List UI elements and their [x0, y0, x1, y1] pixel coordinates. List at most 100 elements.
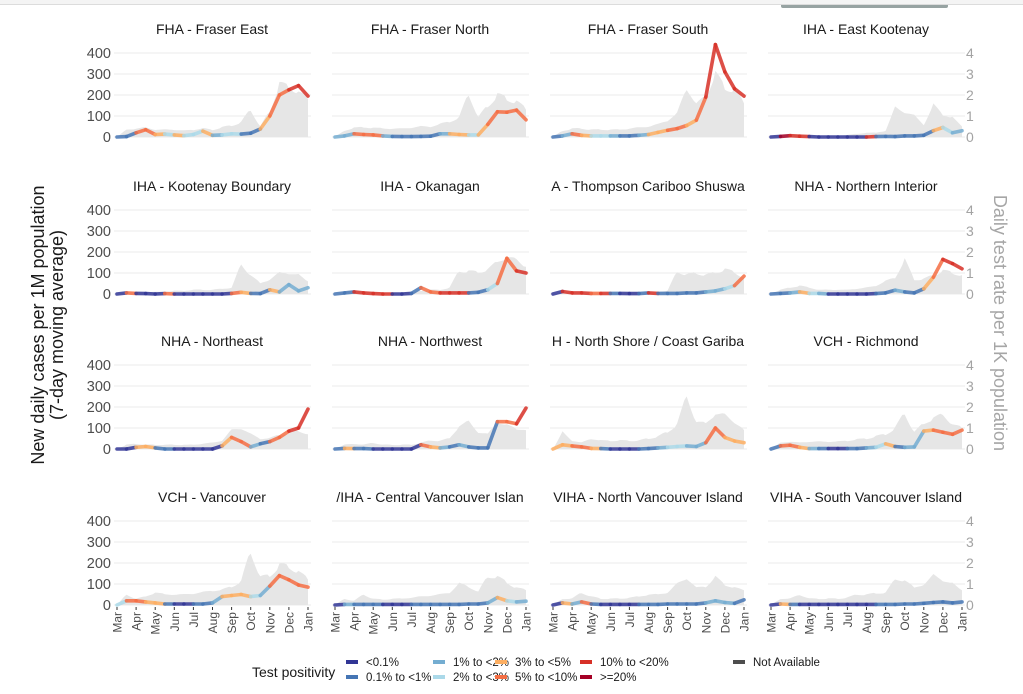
- case-line-segment: [258, 584, 272, 598]
- facet-title: /IHA - Central Vancouver Islan: [336, 489, 523, 505]
- case-line-segment: [485, 281, 500, 292]
- y-tick-label: 400: [87, 203, 111, 219]
- case-line-segment: [713, 426, 727, 440]
- legend-item: 5% to <10%: [495, 671, 577, 685]
- x-tick-label: Jul: [187, 612, 201, 627]
- facet-panel: NHA - Northwest: [332, 333, 529, 451]
- case-line-segment: [210, 594, 224, 605]
- y-tick-label: 0: [103, 287, 111, 303]
- legend-swatch: [580, 659, 592, 664]
- y-tick-label: 400: [87, 358, 111, 374]
- y2-tick-label: 1: [966, 265, 974, 281]
- x-tick-label: Oct: [462, 611, 476, 630]
- case-line-segment: [950, 261, 964, 271]
- x-tick-label: May: [585, 612, 599, 635]
- case-line-segment: [912, 429, 926, 449]
- y2-tick-label: 1: [966, 420, 974, 436]
- case-line-segment: [296, 83, 310, 98]
- facet-panel: VCH - Vancouver 0 100 200 300 400 Mar Apr May Jun…: [87, 489, 316, 635]
- case-line-segment: [258, 114, 272, 131]
- x-tick-label: Dec: [718, 612, 732, 633]
- y2-tick-label: 4: [966, 45, 974, 61]
- y2-tick-label: 2: [966, 555, 974, 571]
- x-tick-label: Dec: [500, 612, 514, 633]
- x-tick-label: Oct: [898, 611, 912, 630]
- facet-title: VCH - Vancouver: [158, 489, 266, 505]
- case-line-segment: [239, 439, 253, 449]
- case-line-segment: [950, 428, 964, 437]
- case-line-segment: [296, 407, 310, 430]
- y-tick-label: 0: [103, 130, 111, 146]
- case-line-segment: [732, 439, 746, 445]
- x-tick-label: Sep: [443, 612, 457, 634]
- test-rate-area: [335, 93, 526, 137]
- x-tick-label: Aug: [860, 612, 874, 633]
- legend-item: 2% to <3%: [433, 671, 509, 685]
- x-tick-label: Mar: [765, 612, 779, 633]
- facet-title: NHA - Northwest: [378, 333, 482, 349]
- facet-title: IHA - East Kootenay: [803, 21, 929, 37]
- case-line-segment: [485, 110, 500, 127]
- case-line-segment: [296, 583, 310, 589]
- x-tick-label: Jun: [168, 612, 182, 631]
- y2-tick-label: 0: [966, 286, 974, 302]
- y-tick-label: 300: [87, 224, 111, 240]
- y2-tick-label: 0: [966, 597, 974, 613]
- facet-panel: FHA - Fraser South: [550, 21, 747, 139]
- case-line-segment: [703, 42, 718, 99]
- legend-item: 10% to <20%: [580, 656, 669, 670]
- facet-title: NHA - Northeast: [161, 333, 263, 349]
- legend-swatch: [433, 674, 445, 679]
- facet-panel: IHA - East Kootenay 0 1 2 3 4: [768, 21, 974, 145]
- case-line-segment: [514, 406, 528, 426]
- y-tick-label: 100: [87, 266, 111, 282]
- y-tick-label: 200: [87, 400, 111, 416]
- test-rate-area: [335, 576, 526, 605]
- test-rate-area: [117, 553, 308, 605]
- facet-panel: H - North Shore / Coast Gariba: [550, 333, 747, 451]
- y-axis-title-line1: New daily cases per 1M population: [28, 185, 48, 464]
- x-tick-label: Jan: [738, 612, 752, 631]
- y-tick-label: 200: [87, 556, 111, 572]
- legend-label: 1% to <2%: [453, 657, 509, 669]
- x-tick-label: May: [367, 612, 381, 635]
- x-tick-label: Aug: [642, 612, 656, 633]
- facet-title: FHA - Fraser South: [588, 21, 709, 37]
- y-tick-label: 300: [87, 67, 111, 83]
- x-tick-label: Jun: [822, 612, 836, 631]
- y2-tick-label: 0: [966, 129, 974, 145]
- case-line-segment: [476, 122, 490, 137]
- test-rate-area: [771, 258, 962, 294]
- y2-tick-label: 3: [966, 223, 974, 239]
- y-tick-label: 200: [87, 88, 111, 104]
- x-tick-label: Jan: [956, 612, 970, 631]
- case-line-segment: [220, 435, 234, 448]
- x-tick-label: Apr: [348, 612, 362, 631]
- facet-panel: /IHA - Central Vancouver Islan Mar Apr May J…: [329, 489, 534, 635]
- y-tick-label: 0: [103, 598, 111, 614]
- y2-tick-label: 3: [966, 534, 974, 550]
- y2-tick-label: 4: [966, 513, 974, 529]
- x-tick-label: Apr: [130, 612, 144, 631]
- y-tick-label: 300: [87, 535, 111, 551]
- x-tick-label: Oct: [680, 611, 694, 630]
- facet-panel: IHA - Kootenay Boundary 0 100 200 300 400: [87, 178, 311, 303]
- y2-tick-label: 4: [966, 357, 974, 373]
- case-line-segment: [267, 93, 282, 118]
- test-rate-area: [553, 575, 744, 605]
- test-rate-area: [335, 420, 526, 449]
- scrollbar-thumb[interactable]: [781, 5, 948, 8]
- facet-panel: NHA - Northeast 0 100 200 300 400: [87, 333, 311, 458]
- case-line-segment: [732, 597, 746, 606]
- facet-title: FHA - Fraser North: [371, 21, 489, 37]
- x-tick-label: Mar: [547, 612, 561, 633]
- y-axis-title-line2: (7-day moving average): [47, 230, 67, 420]
- y-tick-label: 100: [87, 421, 111, 437]
- facet-title: H - North Shore / Coast Gariba: [552, 333, 744, 349]
- case-line-segment: [703, 426, 718, 445]
- case-line-segment: [514, 108, 528, 122]
- case-line-segment: [514, 269, 528, 275]
- legend-label: 0.1% to <1%: [366, 672, 432, 684]
- legend-swatch: [733, 659, 745, 664]
